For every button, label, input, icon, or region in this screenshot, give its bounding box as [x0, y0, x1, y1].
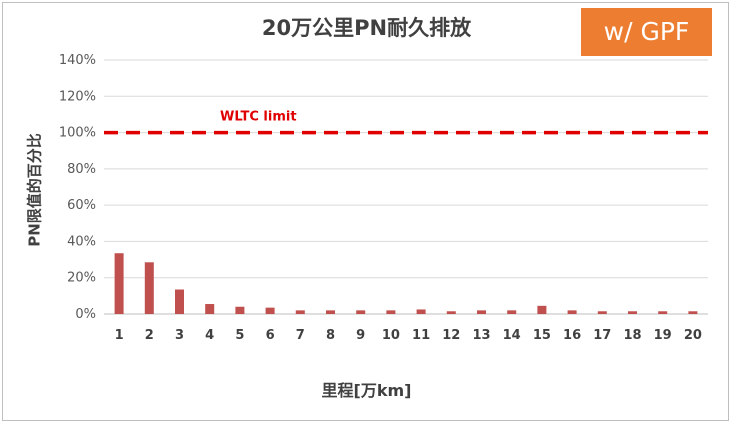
y-tick-label: 140% — [59, 53, 96, 68]
bar — [356, 310, 366, 314]
bar — [205, 304, 215, 314]
x-tick-label: 7 — [296, 328, 305, 343]
bar — [507, 310, 517, 314]
bar — [658, 311, 668, 314]
x-tick-label: 8 — [326, 328, 335, 343]
gpf-badge: w/ GPF — [581, 8, 712, 56]
x-tick-label: 2 — [145, 328, 154, 343]
x-tick-label: 18 — [623, 328, 641, 343]
x-tick-label: 10 — [382, 328, 400, 343]
y-tick-label: 20% — [67, 271, 96, 286]
bar — [265, 307, 275, 314]
bar — [386, 310, 396, 314]
x-tick-label: 15 — [533, 328, 551, 343]
bar — [537, 305, 547, 314]
x-tick-label: 17 — [593, 328, 611, 343]
bar — [688, 311, 698, 314]
x-tick-label: 13 — [472, 328, 490, 343]
chart-frame — [2, 2, 729, 421]
x-tick-label: 6 — [266, 328, 275, 343]
x-tick-label: 5 — [235, 328, 244, 343]
bar — [295, 310, 305, 314]
bar — [175, 289, 184, 314]
x-tick-label: 11 — [412, 328, 430, 343]
x-tick-label: 3 — [175, 328, 184, 343]
x-tick-label: 16 — [563, 328, 581, 343]
bar — [477, 310, 486, 314]
y-tick-label: 0% — [75, 307, 96, 322]
x-tick-label: 1 — [115, 328, 124, 343]
x-tick-label: 12 — [442, 328, 460, 343]
bar — [235, 306, 245, 314]
y-tick-label: 80% — [67, 162, 96, 177]
bar — [326, 310, 335, 314]
bar — [114, 253, 124, 314]
y-tick-label: 100% — [59, 126, 96, 141]
bar — [144, 262, 154, 314]
limit-line-label: WLTC limit — [220, 110, 297, 125]
bar — [628, 311, 637, 314]
x-tick-label: 20 — [684, 328, 702, 343]
chart-title: 20万公里PN耐久排放 — [261, 16, 472, 40]
bar — [416, 309, 426, 314]
x-axis-label: 里程[万km] — [321, 381, 412, 400]
y-tick-label: 60% — [67, 198, 96, 213]
bar — [446, 311, 456, 314]
y-tick-label: 120% — [59, 89, 96, 104]
x-tick-label: 9 — [356, 328, 365, 343]
bar — [567, 310, 577, 314]
y-tick-label: 40% — [67, 234, 96, 249]
x-tick-label: 4 — [205, 328, 214, 343]
x-tick-label: 19 — [654, 328, 672, 343]
x-tick-label: 14 — [503, 328, 521, 343]
bar — [597, 311, 607, 314]
